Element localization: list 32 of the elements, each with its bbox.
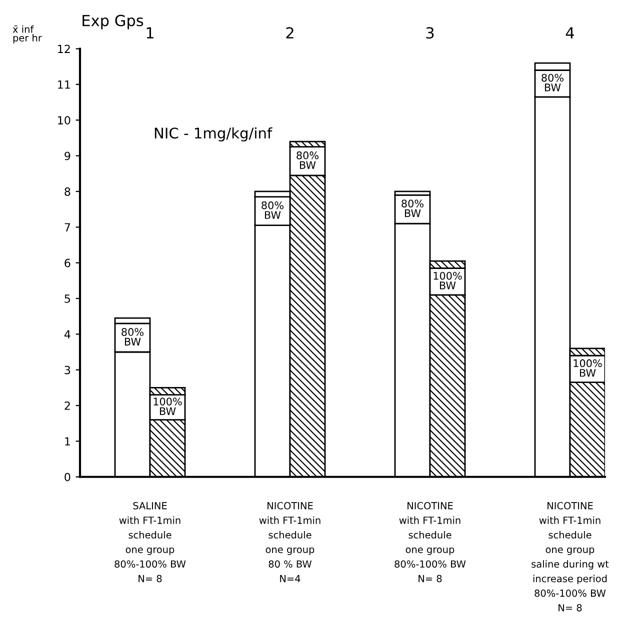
text: NICOTINE with FT-1min schedule one group saline during wt increase period 80%-100% BW N= 8 <box>532 502 609 612</box>
annotation: 100% BW <box>574 359 602 377</box>
annotation: NIC - 1mg/kg/inf <box>154 127 272 142</box>
y-tick-label: 3 <box>64 366 70 374</box>
text: NICOTINE with FT-1min schedule one group 80 % BW N=4 <box>259 502 320 582</box>
annotation: 100% BW <box>434 272 462 290</box>
y-tick-label: 1 <box>65 437 70 446</box>
annotation: 80% BW <box>542 74 564 92</box>
y-axis-title: x̄ inf per hr <box>12 25 42 44</box>
y-tick-label: 4 <box>64 330 70 338</box>
y-tick-label: 11 <box>58 80 70 89</box>
y-tick-label: 9 <box>64 152 70 160</box>
y-tick-label: 0 <box>64 472 70 482</box>
text: 2 <box>286 27 294 38</box>
y-tick-label: 2 <box>64 401 70 410</box>
text: 4 <box>566 27 574 38</box>
y-tick-label: 5 <box>64 294 70 303</box>
text: 3 <box>426 27 434 39</box>
annotation: 80% BW <box>262 201 284 219</box>
chart-title: Exp Gps <box>82 14 144 30</box>
y-tick-label: 7 <box>64 223 70 232</box>
text: 1 <box>146 27 154 38</box>
annotation: 80% BW <box>122 328 144 346</box>
annotation: 80% BW <box>402 200 424 218</box>
annotation: 80% BW <box>296 151 318 169</box>
y-tick-label: 6 <box>64 258 70 268</box>
y-tick-label: 8 <box>64 187 70 196</box>
text: NICOTINE with FT-1min schedule one group 80%-100% BW N= 8 <box>394 502 466 582</box>
annotation: 100% BW <box>154 398 182 416</box>
y-tick-label: 10 <box>58 116 70 124</box>
text: SALINE with FT-1min schedule one group 80%-100% BW N= 8 <box>114 502 186 582</box>
y-tick-label: 12 <box>58 44 70 53</box>
